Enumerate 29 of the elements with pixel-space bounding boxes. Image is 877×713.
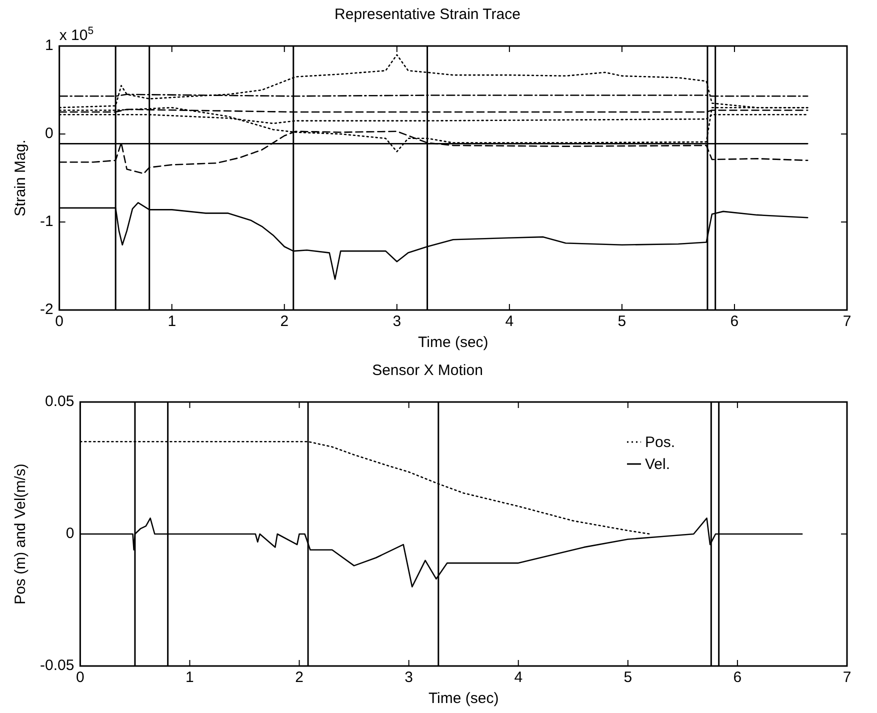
y-tick-label: 0	[44, 125, 54, 142]
x-axis-title: Time (sec)	[418, 334, 488, 352]
chart-title: Sensor X Motion	[372, 362, 483, 380]
x-tick-label: 1	[186, 669, 194, 686]
y-tick-label: 1	[44, 37, 54, 54]
x-tick-label: 2	[295, 669, 304, 686]
y-tick-label: 0	[66, 525, 74, 542]
x-tick-label: 4	[514, 669, 523, 686]
x-tick-label: 4	[505, 313, 514, 330]
x-tick-label: 5	[624, 669, 632, 686]
x-tick-label: 7	[842, 669, 852, 686]
x-tick-label: 5	[618, 313, 626, 330]
x-tick-label: 6	[730, 313, 739, 330]
y-tick-label: -1	[40, 213, 54, 230]
x-tick-label: 3	[404, 669, 413, 686]
y-tick-label: -2	[40, 301, 54, 318]
legend-label: Pos.	[645, 434, 676, 451]
x-axis-title: Time (sec)	[428, 690, 499, 708]
chart-title: Representative Strain Trace	[334, 6, 520, 24]
y-axis-title: Strain Mag.	[12, 140, 30, 216]
y-tick-label: 0.05	[44, 393, 74, 410]
x-tick-label: 1	[168, 313, 176, 330]
x-tick-label: 3	[392, 313, 402, 330]
x-tick-label: 6	[733, 669, 742, 686]
legend-label: Vel.	[645, 456, 670, 473]
x-tick-label: 7	[842, 313, 852, 330]
y-tick-label: -0.05	[40, 657, 74, 674]
x-tick-label: 2	[280, 313, 289, 330]
y-axis-title: Pos (m) and Vel(m/s)	[12, 464, 30, 604]
